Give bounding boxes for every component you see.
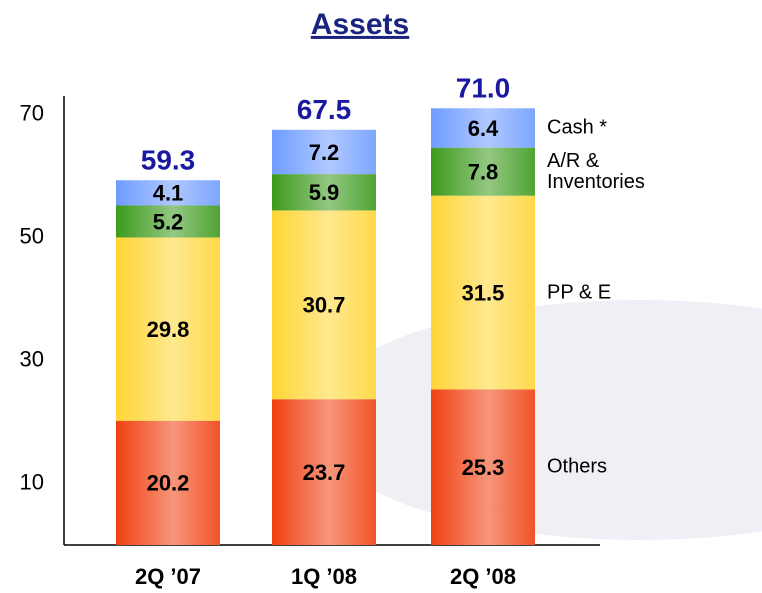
total-label: 71.0 <box>456 73 511 104</box>
data-label: 5.9 <box>309 180 340 205</box>
y-tick-label: 30 <box>20 346 44 371</box>
data-label: 23.7 <box>303 460 346 485</box>
data-label: 31.5 <box>462 280 505 305</box>
bar-sheen <box>116 180 220 206</box>
x-tick-label: 2Q ’08 <box>450 564 516 589</box>
bar-sheen <box>272 399 376 545</box>
data-label: 20.2 <box>147 471 190 496</box>
bar-sheen <box>431 195 535 390</box>
legend-label: Cash * <box>547 116 608 139</box>
bar-sheen <box>272 174 376 211</box>
bar-sheen <box>431 108 535 148</box>
bar-sheen <box>431 147 535 196</box>
data-label: 7.8 <box>468 159 499 184</box>
bar-sheen <box>116 420 220 545</box>
bar-sheen <box>116 205 220 238</box>
bar-sheen <box>272 210 376 400</box>
y-tick-label: 50 <box>20 223 44 248</box>
data-label: 4.1 <box>153 181 184 206</box>
y-tick-label: 10 <box>20 469 44 494</box>
data-label: 6.4 <box>468 116 499 141</box>
legend-label: A/R & Inventories <box>547 149 645 193</box>
total-label: 67.5 <box>297 94 352 125</box>
bar-sheen <box>431 389 535 545</box>
data-label: 29.8 <box>147 317 190 342</box>
data-label: 30.7 <box>303 293 346 318</box>
bar-sheen <box>116 237 220 421</box>
bar-sheen <box>272 129 376 175</box>
chart-title: Assets <box>311 8 409 41</box>
x-tick-label: 2Q ’07 <box>135 564 201 589</box>
data-label: 7.2 <box>309 140 340 165</box>
legend-label: Others <box>547 455 608 478</box>
total-label: 59.3 <box>141 145 196 176</box>
y-tick-label: 70 <box>20 100 44 125</box>
watermark <box>310 300 762 540</box>
data-label: 25.3 <box>462 455 505 480</box>
x-tick-label: 1Q ’08 <box>291 564 357 589</box>
data-label: 5.2 <box>153 209 184 234</box>
legend-label: PP & E <box>547 281 612 303</box>
